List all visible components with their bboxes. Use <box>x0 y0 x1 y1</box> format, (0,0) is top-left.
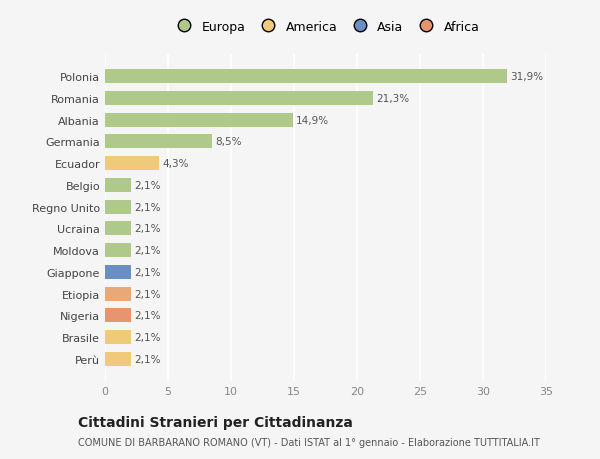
Legend: Europa, America, Asia, Africa: Europa, America, Asia, Africa <box>167 16 484 39</box>
Text: Cittadini Stranieri per Cittadinanza: Cittadini Stranieri per Cittadinanza <box>78 415 353 429</box>
Text: 2,1%: 2,1% <box>134 311 161 321</box>
Bar <box>105 287 131 301</box>
Text: COMUNE DI BARBARANO ROMANO (VT) - Dati ISTAT al 1° gennaio - Elaborazione TUTTIT: COMUNE DI BARBARANO ROMANO (VT) - Dati I… <box>78 437 540 447</box>
Text: 2,1%: 2,1% <box>134 332 161 342</box>
Bar <box>105 244 131 257</box>
Text: 2,1%: 2,1% <box>134 224 161 234</box>
Text: 14,9%: 14,9% <box>296 115 329 125</box>
Bar <box>105 308 131 323</box>
Text: 21,3%: 21,3% <box>377 94 410 104</box>
Bar <box>105 113 293 128</box>
Text: 2,1%: 2,1% <box>134 246 161 256</box>
Bar <box>105 222 131 236</box>
Text: 2,1%: 2,1% <box>134 354 161 364</box>
Bar <box>105 330 131 344</box>
Text: 2,1%: 2,1% <box>134 289 161 299</box>
Bar <box>105 70 507 84</box>
Text: 4,3%: 4,3% <box>163 159 189 169</box>
Bar <box>105 157 159 171</box>
Bar <box>105 135 212 149</box>
Bar <box>105 352 131 366</box>
Text: 2,1%: 2,1% <box>134 202 161 212</box>
Bar <box>105 200 131 214</box>
Text: 2,1%: 2,1% <box>134 180 161 190</box>
Text: 2,1%: 2,1% <box>134 267 161 277</box>
Text: 8,5%: 8,5% <box>215 137 242 147</box>
Bar <box>105 92 373 106</box>
Bar <box>105 179 131 192</box>
Text: 31,9%: 31,9% <box>510 72 543 82</box>
Bar <box>105 265 131 280</box>
